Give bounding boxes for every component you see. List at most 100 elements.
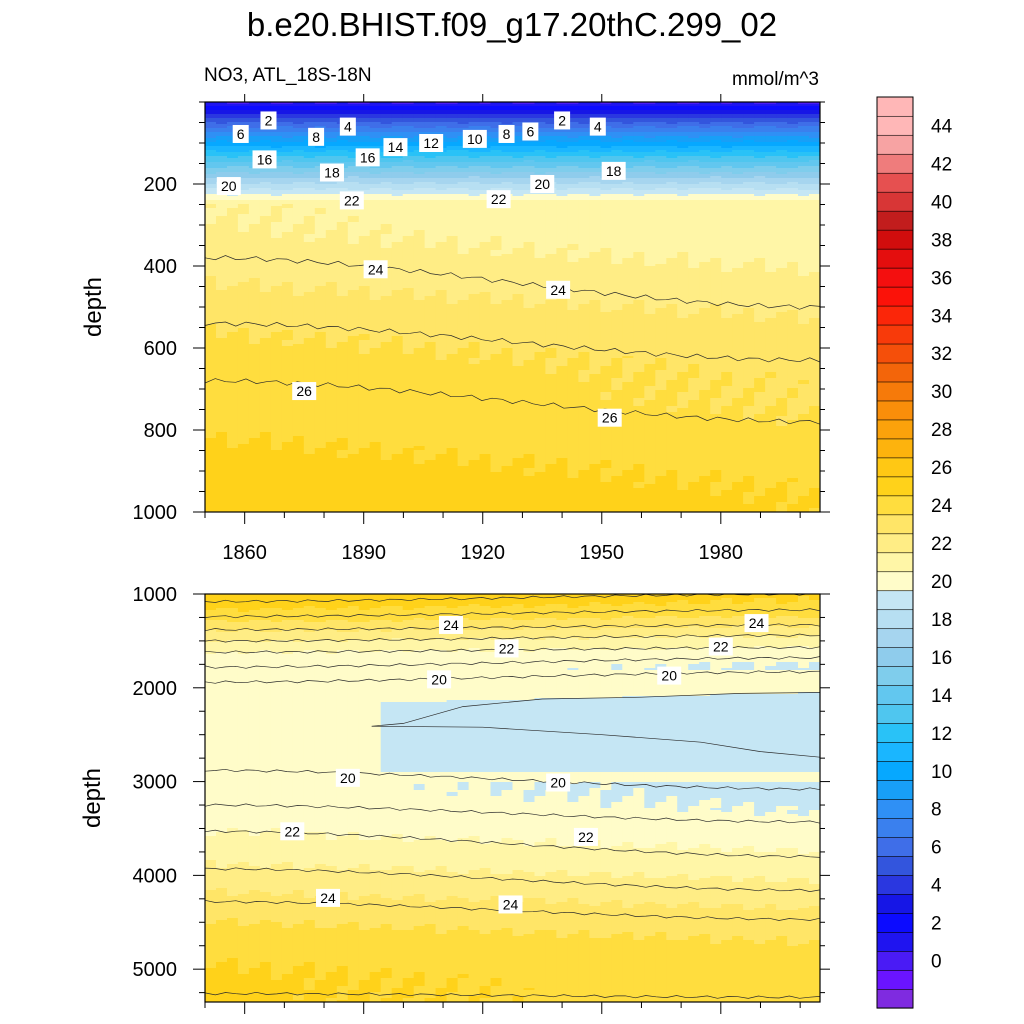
colorbar-segment — [876, 248, 914, 269]
contour-label-box — [554, 111, 571, 130]
figure-title: b.e20.BHIST.f09_g17.20thC.299_02 — [247, 6, 777, 43]
contour-label-box — [439, 615, 463, 634]
colorbar-segment — [876, 362, 914, 383]
contour-label-box — [316, 888, 340, 907]
contour-label-box — [589, 117, 606, 136]
contour-label-box — [252, 150, 277, 169]
contour-label: 16 — [360, 149, 376, 165]
contour-label-box — [498, 895, 523, 914]
colorbar-label: 2 — [931, 914, 942, 935]
contour-label: 22 — [285, 823, 301, 839]
contour-line — [205, 633, 820, 643]
colorbar-label: 24 — [931, 496, 953, 517]
colorbar-segment — [876, 817, 914, 838]
contour-line — [205, 623, 820, 632]
colorbar-segment — [876, 457, 914, 478]
colorbar-segment — [876, 969, 914, 990]
colorbar-label: 42 — [931, 154, 952, 175]
colorbar-segment — [876, 628, 914, 648]
contour-label: 22 — [578, 829, 594, 845]
colorbar-segment — [876, 988, 914, 1009]
y-tick-label: 5000 — [133, 959, 178, 981]
colorbar-segment — [876, 685, 914, 705]
contour-label: 22 — [713, 639, 729, 655]
colorbar-segment — [876, 96, 914, 117]
contour-label: 20 — [221, 178, 237, 194]
colorbar-segment — [876, 191, 914, 212]
colorbar-segment — [876, 855, 914, 876]
colorbar-segment — [876, 438, 914, 459]
colorbar-label: 30 — [931, 382, 952, 403]
colorbar-segment — [876, 381, 914, 402]
colorbar-segment — [876, 134, 914, 155]
colorbar-segment — [876, 779, 914, 800]
contour-line — [205, 803, 820, 824]
colorbar-segment — [876, 931, 914, 952]
colorbar-label: 34 — [931, 306, 953, 327]
colorbar-segment — [876, 760, 914, 781]
contour-label-box — [292, 382, 317, 401]
colorbar-segment — [876, 495, 914, 516]
colorbar-segment — [876, 324, 914, 345]
contour-label: 20 — [661, 668, 677, 684]
contour-label: 10 — [467, 131, 483, 147]
colorbar-segment — [876, 609, 914, 630]
contour-label-box — [462, 129, 487, 148]
colorbar-segment — [876, 229, 914, 250]
y-tick-label: 800 — [144, 420, 177, 442]
y-tick-label: 1000 — [133, 502, 178, 524]
contour-label-box — [383, 138, 408, 157]
contour-label-box — [339, 117, 356, 136]
contour-label-box — [522, 122, 539, 141]
contour-line — [205, 670, 820, 684]
contour-label-box — [232, 124, 249, 143]
y-tick-label: 200 — [144, 174, 177, 196]
colorbar-segment — [876, 343, 914, 364]
contour-label: 22 — [344, 192, 360, 208]
contour-line — [205, 991, 820, 999]
colorbar-segment — [876, 723, 914, 743]
top-panel-left-label: NO3, ATL_18S-18N — [204, 65, 372, 86]
contour-label-box — [708, 637, 733, 656]
colorbar-segment — [876, 741, 914, 762]
contour-label-box — [657, 666, 682, 685]
contour-label: 22 — [499, 640, 515, 656]
colorbar-label: 20 — [931, 572, 952, 593]
contour-line — [205, 321, 820, 363]
colorbar-frame — [876, 96, 914, 1009]
colorbar-label: 22 — [931, 534, 952, 555]
y-tick-label: 2000 — [133, 678, 178, 700]
colorbar-segment — [876, 647, 914, 667]
colorbar-label: 28 — [931, 420, 952, 441]
colorbar-label: 8 — [931, 800, 942, 821]
contour-label-box — [260, 111, 277, 130]
colorbar-segment — [876, 571, 914, 592]
colorbar-label: 38 — [931, 230, 952, 251]
contour-label-box — [335, 768, 360, 787]
colorbar-segment — [876, 533, 914, 554]
contour-label-box — [573, 827, 598, 846]
y-tick-label: 4000 — [133, 865, 178, 887]
colorbar-segment — [876, 514, 914, 535]
colorbar-segment — [876, 950, 914, 971]
contour-label: 20 — [550, 775, 566, 791]
contour-label: 26 — [602, 410, 618, 426]
colorbar-segment — [876, 267, 914, 288]
contour-label-box — [530, 175, 555, 193]
contour-label-box — [419, 134, 444, 152]
contour-label-box — [355, 148, 380, 167]
colorbar-segment — [876, 874, 914, 895]
contour-label-box — [486, 190, 511, 209]
colorbar: 0246810121416182022242628303234363840424… — [876, 96, 953, 1009]
colorbar-label: 10 — [931, 762, 952, 783]
colorbar-segment — [876, 286, 914, 307]
contour-label: 24 — [503, 896, 519, 912]
x-tick-label: 1860 — [222, 542, 267, 564]
colorbar-segment — [876, 666, 914, 686]
colorbar-segment — [876, 210, 914, 231]
colorbar-segment — [876, 476, 914, 497]
contour-label-box — [339, 191, 364, 210]
contour-label: 26 — [296, 383, 312, 399]
